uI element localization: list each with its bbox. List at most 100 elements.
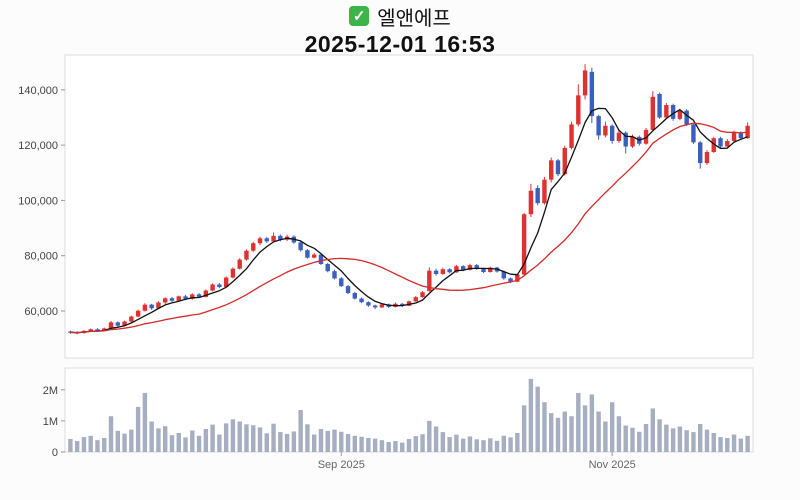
volume-bar bbox=[508, 437, 513, 452]
volume-bar bbox=[711, 433, 716, 452]
checked-checkbox-icon: ✓ bbox=[349, 6, 370, 26]
volume-bar bbox=[278, 432, 283, 452]
volume-bar bbox=[108, 416, 114, 452]
candle-body bbox=[542, 179, 547, 204]
candle-body bbox=[325, 264, 330, 272]
candle-body bbox=[609, 125, 615, 141]
volume-bar bbox=[149, 421, 154, 452]
volume-bar bbox=[528, 378, 534, 452]
candle-body bbox=[440, 269, 446, 274]
volume-bar bbox=[298, 410, 303, 452]
candle-body bbox=[596, 116, 601, 136]
candle-body bbox=[420, 292, 425, 298]
volume-bar bbox=[251, 425, 256, 452]
volume-bar bbox=[406, 438, 412, 452]
candle-body bbox=[454, 266, 459, 273]
check-glyph: ✓ bbox=[352, 7, 366, 25]
volume-bar bbox=[129, 429, 134, 452]
volume-bar bbox=[569, 416, 574, 452]
candle-body bbox=[257, 238, 263, 244]
volume-bar bbox=[501, 435, 507, 452]
x-axis-labels: Sep 2025 Nov 2025 bbox=[318, 452, 636, 471]
candle-body bbox=[237, 259, 242, 269]
volume-bar bbox=[731, 434, 737, 452]
candle-body bbox=[318, 254, 324, 264]
volume-bar bbox=[650, 408, 655, 452]
candle-body bbox=[488, 267, 493, 273]
volume-bar bbox=[223, 423, 229, 452]
candle-body bbox=[129, 316, 134, 322]
price-tick-label: 60,000 bbox=[24, 306, 58, 318]
volume-bar bbox=[433, 426, 439, 452]
volume-bar bbox=[359, 436, 364, 452]
volume-bar bbox=[643, 424, 649, 452]
volume-tick-label: 1M bbox=[43, 416, 58, 428]
candle-body bbox=[677, 110, 683, 119]
volume-bar bbox=[488, 438, 493, 452]
volume-bar bbox=[596, 411, 601, 452]
candle-body bbox=[528, 190, 534, 215]
candle-body bbox=[305, 250, 310, 258]
volume-bar bbox=[542, 402, 547, 452]
candle-body bbox=[88, 329, 93, 331]
price-tick-label: 80,000 bbox=[24, 251, 58, 263]
candle-body bbox=[122, 321, 127, 326]
volume-bar bbox=[163, 426, 168, 452]
volume-bar bbox=[555, 417, 561, 452]
volume-bar bbox=[339, 431, 344, 452]
volume-bar bbox=[576, 392, 581, 452]
volume-tick-label: 0 bbox=[52, 447, 58, 459]
volume-bar bbox=[135, 406, 141, 452]
volume-bar bbox=[210, 424, 215, 452]
candle-body bbox=[413, 297, 418, 302]
volume-bar bbox=[291, 431, 297, 452]
volume-bar bbox=[311, 434, 317, 452]
candle-body bbox=[339, 278, 344, 287]
volume-bar bbox=[257, 427, 263, 452]
volume-bar bbox=[460, 438, 466, 452]
candle-body bbox=[142, 304, 148, 311]
candle-body bbox=[603, 125, 608, 136]
volume-bar bbox=[494, 440, 500, 452]
stock-title: 엘앤에프 bbox=[377, 7, 451, 30]
volume-bar bbox=[589, 394, 595, 452]
candle-body bbox=[521, 214, 527, 275]
candle-body bbox=[366, 302, 371, 306]
candle-body bbox=[643, 129, 649, 144]
volume-bar bbox=[393, 441, 398, 452]
volume-bar bbox=[115, 430, 120, 452]
candle-body bbox=[183, 296, 188, 299]
volume-bar bbox=[691, 432, 696, 452]
volume-bar bbox=[616, 416, 622, 452]
candle-body bbox=[359, 298, 364, 303]
volume-bar bbox=[630, 427, 635, 452]
volume-bar bbox=[420, 434, 425, 452]
volume-bar bbox=[345, 433, 351, 452]
volume-bar bbox=[68, 438, 73, 452]
candle-body bbox=[149, 304, 154, 309]
chart-header: ✓ 엘앤에프 2025-12-01 16:53 bbox=[0, 3, 800, 58]
volume-bar bbox=[305, 424, 310, 452]
candle-body bbox=[589, 71, 595, 117]
candle-body bbox=[95, 329, 100, 331]
volume-bar bbox=[467, 436, 473, 452]
volume-bar bbox=[725, 438, 730, 452]
month-tick-label: Nov 2025 bbox=[589, 459, 636, 471]
candle-body bbox=[244, 250, 249, 260]
volume-bar bbox=[562, 411, 567, 452]
candle-body bbox=[481, 268, 486, 273]
candle-body bbox=[555, 160, 561, 175]
volume-bar bbox=[698, 424, 703, 452]
candle-body bbox=[670, 105, 676, 119]
volume-axis-labels: 0 1M 2M bbox=[43, 385, 65, 459]
candle-body bbox=[223, 277, 229, 287]
volume-bar bbox=[637, 431, 642, 452]
ma-long-line bbox=[70, 122, 748, 334]
candle-body bbox=[623, 132, 628, 147]
volume-bar bbox=[515, 433, 520, 452]
candle-body bbox=[251, 243, 256, 251]
volume-bar bbox=[454, 434, 459, 452]
candle-body bbox=[582, 70, 588, 96]
